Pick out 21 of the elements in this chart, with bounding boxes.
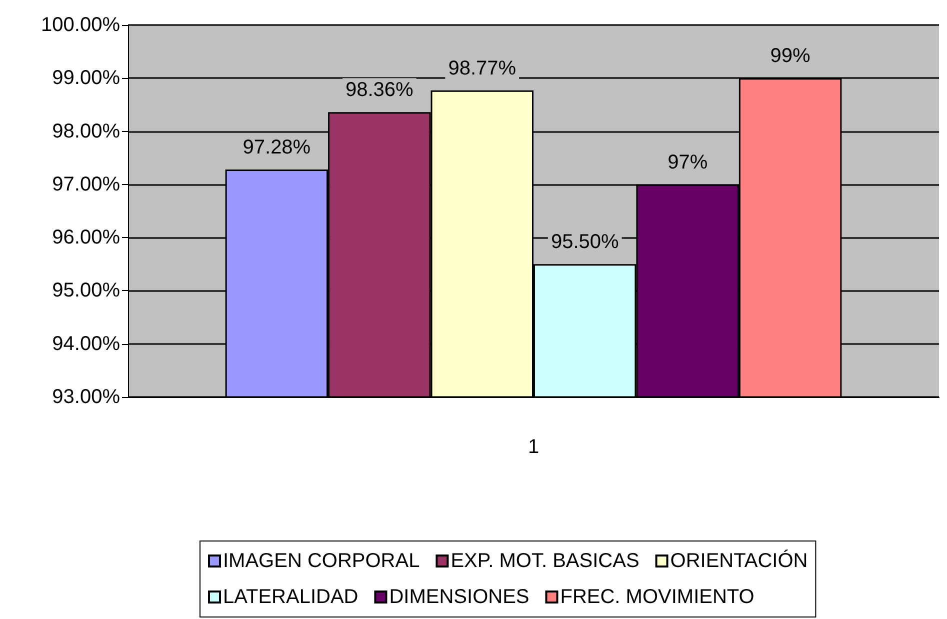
y-tick-label: 94.00% (52, 332, 120, 355)
legend-label: ORIENTACIÓN (670, 549, 808, 572)
y-tick-label: 100.00% (41, 14, 120, 36)
x-tick-label: 1 (528, 436, 540, 458)
legend-label: IMAGEN CORPORAL (223, 550, 420, 572)
y-tick-label: 98.00% (52, 120, 120, 142)
legend-label: DIMENSIONES (389, 586, 530, 608)
y-tick-label: 99.00% (52, 67, 120, 90)
legend-label: LATERALIDAD (223, 586, 358, 608)
data-label: 97.28% (242, 136, 311, 159)
legend-label: EXP. MOT. BASICAS (450, 550, 640, 572)
y-tick-label: 97.00% (52, 173, 120, 196)
data-label: 99% (770, 45, 811, 68)
y-tick-label: 95.00% (52, 280, 120, 302)
data-label: 97% (668, 151, 708, 174)
y-tick-label: 93.00% (52, 386, 120, 408)
legend-label: FREC. MOVIMIENTO (560, 586, 754, 608)
data-label: 98.36% (345, 79, 414, 102)
data-label: 95.50% (550, 231, 619, 254)
data-label: 98.77% (448, 57, 516, 80)
y-tick-label: 96.00% (52, 226, 120, 249)
